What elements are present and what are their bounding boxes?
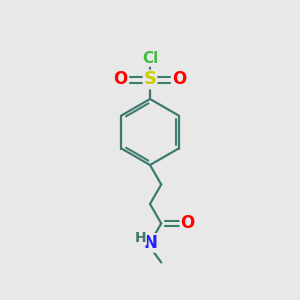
Text: H: H: [135, 230, 146, 244]
Text: N: N: [143, 234, 157, 252]
Text: S: S: [143, 70, 157, 88]
Text: O: O: [181, 214, 195, 232]
Text: O: O: [113, 70, 128, 88]
Text: O: O: [172, 70, 187, 88]
Text: Cl: Cl: [142, 51, 158, 66]
